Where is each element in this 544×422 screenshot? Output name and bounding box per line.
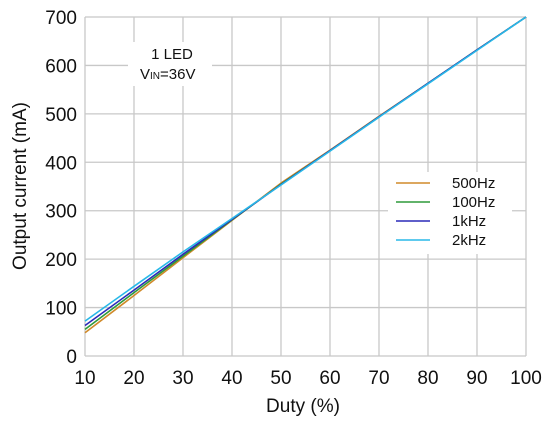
x-tick-label: 50 xyxy=(270,368,291,389)
y-tick-label: 200 xyxy=(45,250,77,271)
series-lines xyxy=(84,16,527,334)
legend-label: 1kHz xyxy=(452,213,486,230)
series-line-2khz xyxy=(84,16,527,322)
x-tick-label: 30 xyxy=(172,368,193,389)
x-tick-label: 20 xyxy=(123,368,144,389)
annotation-line2-sub: IN xyxy=(150,71,160,82)
y-tick-label: 300 xyxy=(45,202,77,223)
legend-label: 500Hz xyxy=(452,175,495,192)
x-tick-label: 90 xyxy=(466,368,487,389)
x-tick-label: 80 xyxy=(417,368,438,389)
annotation-line2-prefix: V xyxy=(140,66,150,83)
y-axis-label: Output current (mA) xyxy=(10,102,31,270)
annotation-line1: 1 LED xyxy=(151,46,193,63)
y-tick-label: 500 xyxy=(45,105,77,126)
x-tick-label: 100 xyxy=(510,368,542,389)
tick-labels: 10 20 30 40 50 60 70 80 90 100 0 100 200 300 400 500 600… xyxy=(45,8,542,389)
legend-label: 100Hz xyxy=(452,194,495,211)
x-tick-label: 40 xyxy=(221,368,242,389)
y-tick-label: 600 xyxy=(45,56,77,77)
annotation-box: 1 LED VIN=36V xyxy=(128,42,212,86)
annotation-background xyxy=(128,42,212,86)
x-tick-label: 70 xyxy=(368,368,389,389)
y-tick-label: 700 xyxy=(45,8,77,29)
legend: 500Hz 100Hz 1kHz 2kHz xyxy=(388,172,512,254)
legend-label: 2kHz xyxy=(452,232,486,249)
y-tick-label: 0 xyxy=(66,347,77,368)
x-axis-label: Duty (%) xyxy=(266,396,340,417)
x-tick-label: 60 xyxy=(319,368,340,389)
y-tick-label: 100 xyxy=(45,299,77,320)
x-tick-label: 10 xyxy=(74,368,95,389)
annotation-line2: VIN=36V xyxy=(140,66,195,83)
annotation-line2-suffix: =36V xyxy=(160,66,195,83)
y-tick-label: 400 xyxy=(45,153,77,174)
